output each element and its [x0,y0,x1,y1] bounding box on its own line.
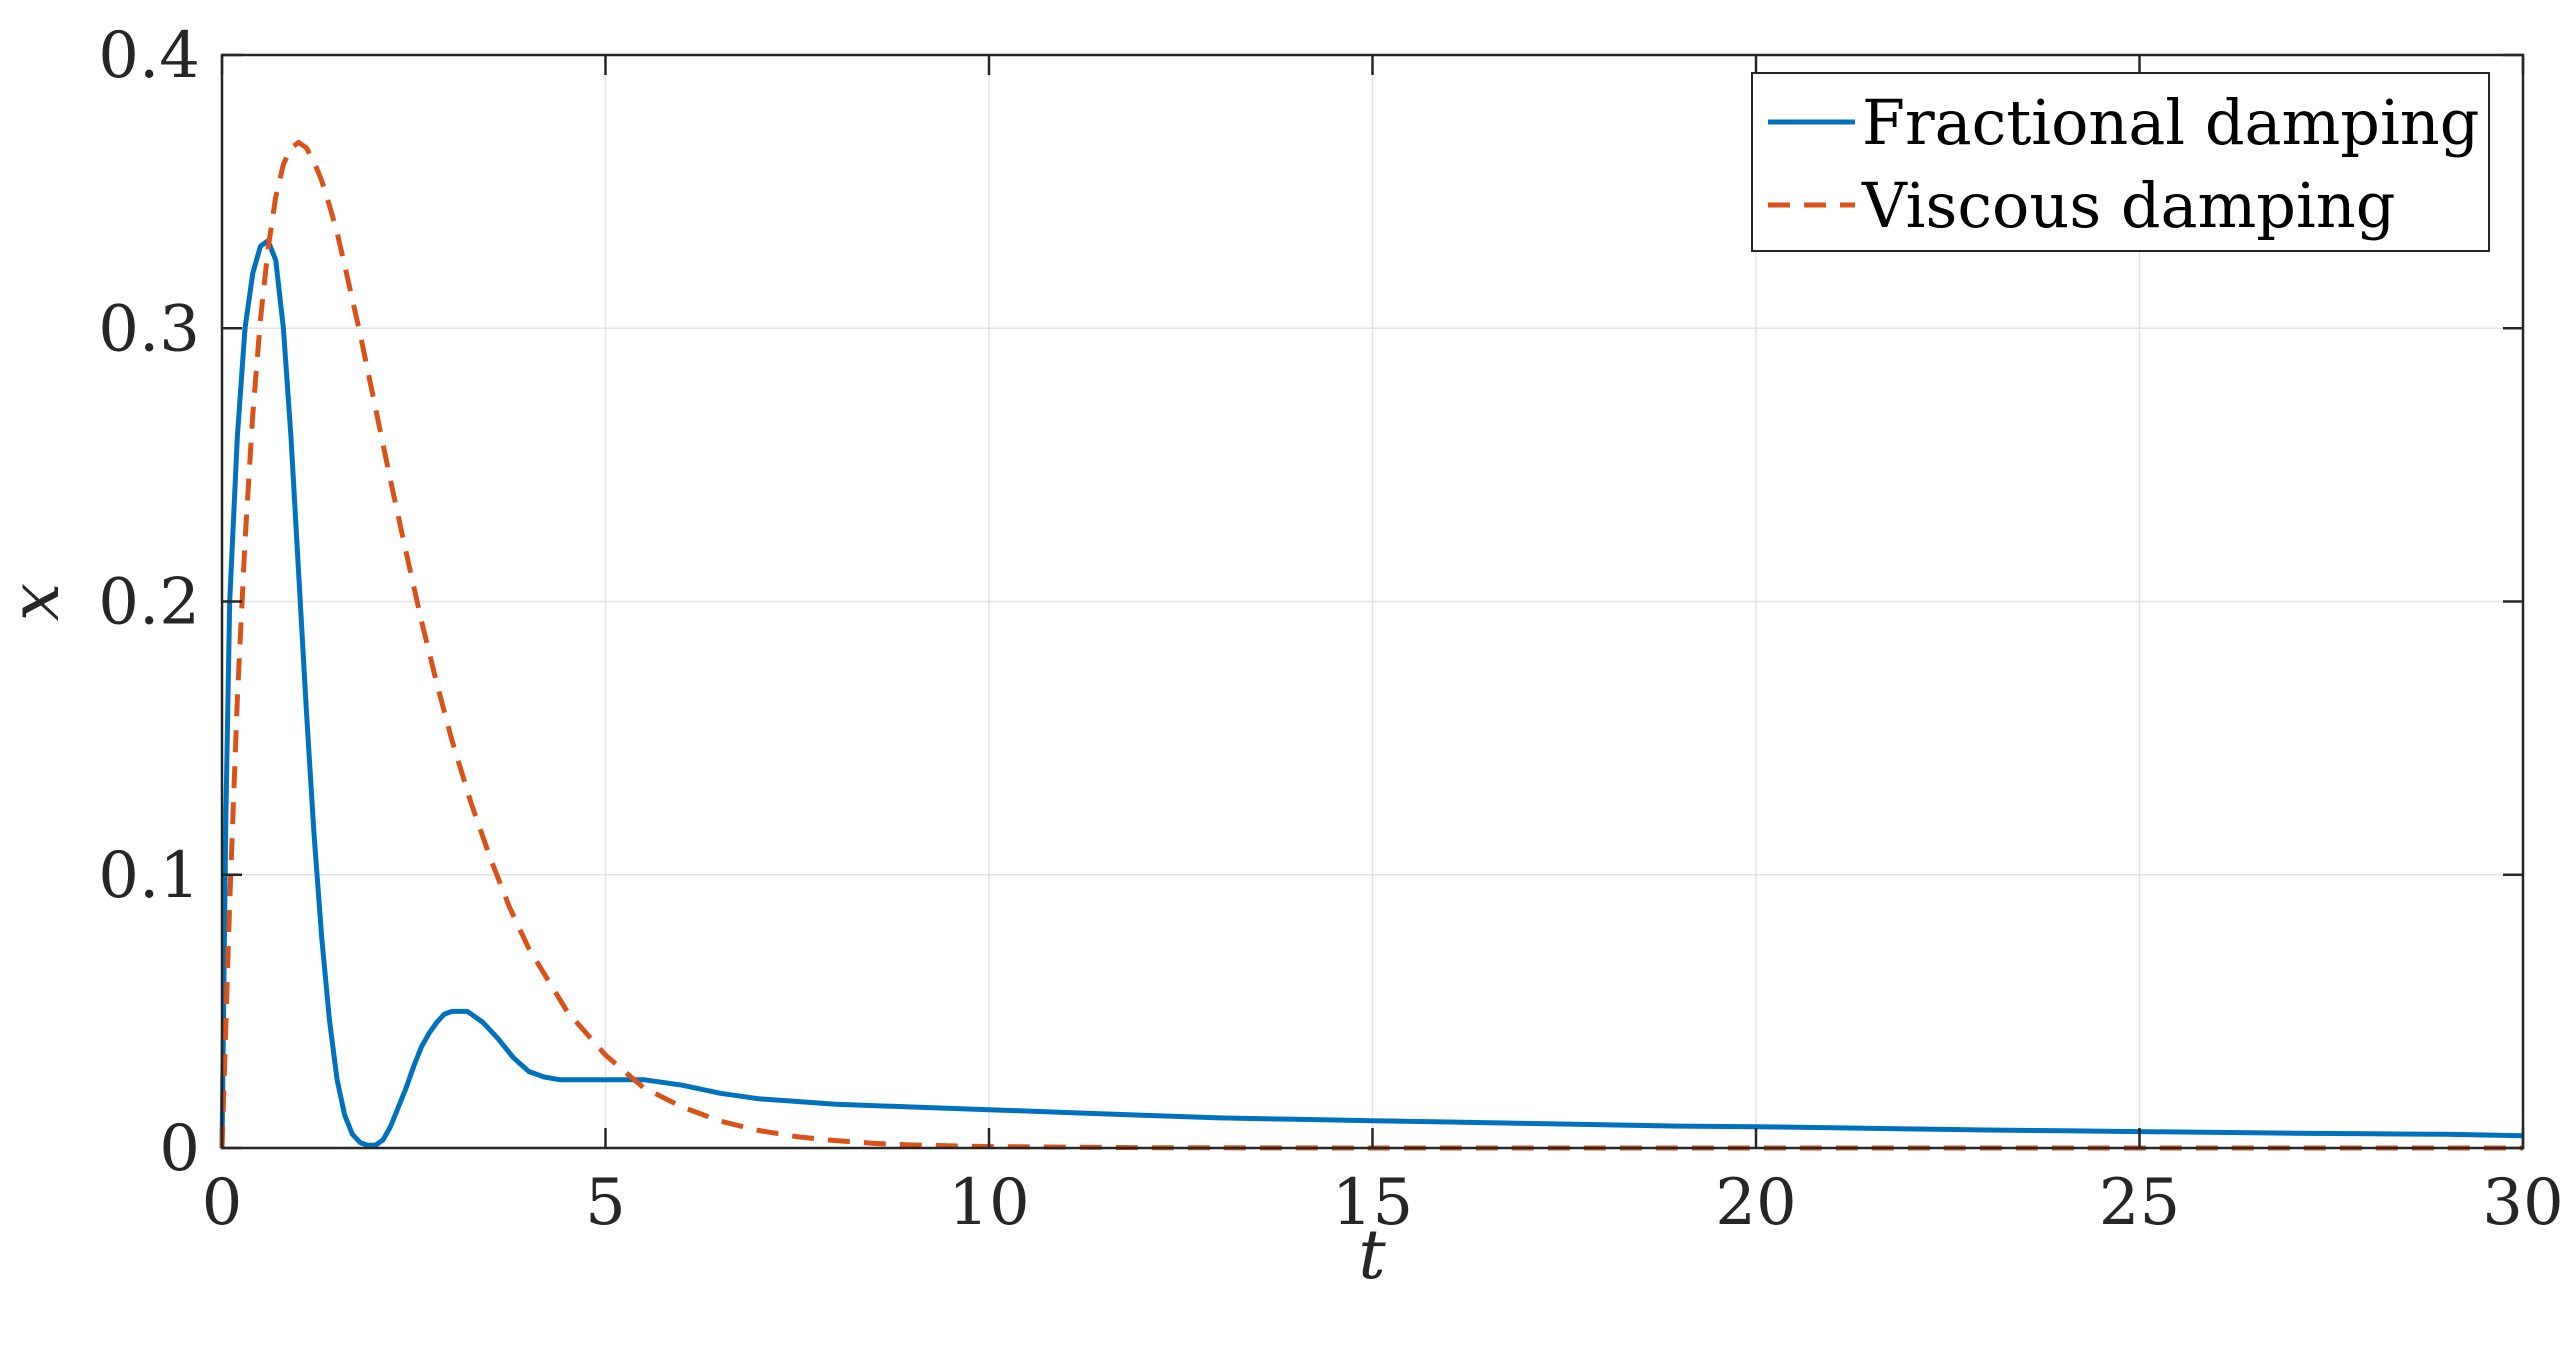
legend-label-fractional: Fractional damping [1862,86,2479,159]
axis-ticks [220,53,2525,1150]
legend-box [1751,72,2490,252]
y-tick-label: 0.1 [98,839,200,913]
x-tick-label: 30 [2482,1166,2563,1240]
x-tick-label: 25 [2099,1166,2180,1240]
y-tick-label: 0 [159,1112,200,1186]
y-tick-label: 0.3 [98,292,200,366]
x-tick-label: 15 [1332,1166,1413,1240]
series-line-fractional [219,238,2524,1149]
x-tick-labels: 0 5 10 15 20 25 30 [202,1166,2564,1240]
legend-label-viscous: Viscous damping [1861,169,2395,242]
series-line-viscous [219,139,2523,1151]
x-tick-label: 10 [948,1166,1029,1240]
legend: Fractional damping Viscous damping [1751,72,2490,252]
y-tick-label: 0.4 [98,19,200,93]
x-tick-label: 20 [1715,1166,1796,1240]
y-tick-labels: 0 0.1 0.2 0.3 0.4 [98,19,200,1186]
x-tick-label: 0 [202,1166,243,1240]
series-group [219,139,2524,1151]
x-tick-label: 5 [585,1166,626,1240]
x-axis-label: t [1358,1216,1386,1295]
y-tick-label: 0.2 [98,566,200,640]
y-axis-label: x [0,583,75,621]
